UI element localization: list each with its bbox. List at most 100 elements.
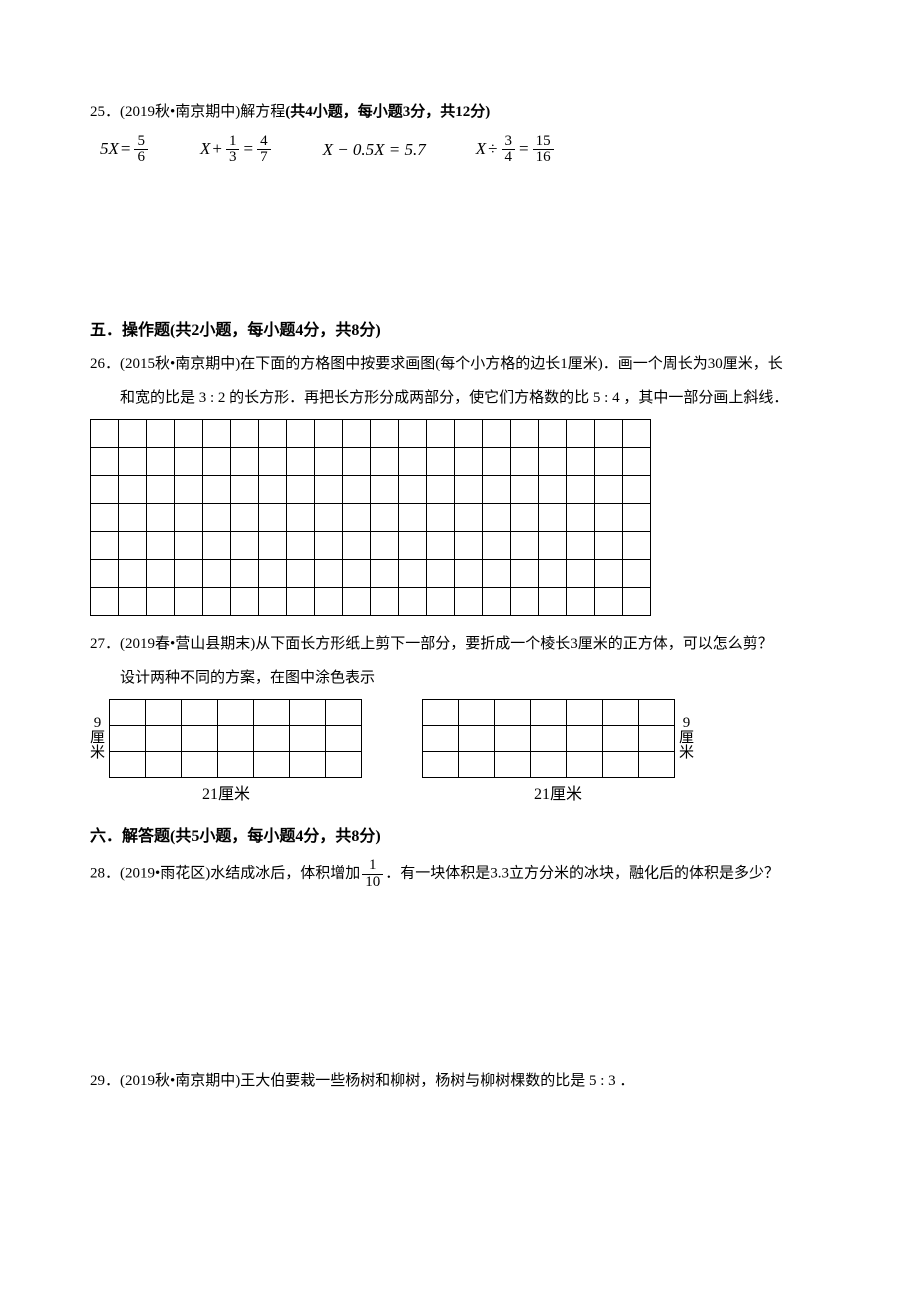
grid-cell [343,448,371,476]
grid-cell [539,476,567,504]
grid-cell [231,476,259,504]
grid-cell [567,752,603,778]
grid-cell [595,560,623,588]
grid-cell [259,448,287,476]
grid-cell [459,752,495,778]
section6-title: 六．解答题(共5小题，每小题4分，共8分) [90,822,830,846]
grid-cell [427,532,455,560]
grid-cell [119,560,147,588]
fraction: 47 [257,134,271,167]
grid-cell [495,700,531,726]
grid-cell [459,700,495,726]
q27-figb-hlabel: 21厘米 [534,780,582,804]
grid-cell [175,476,203,504]
grid-cell [483,560,511,588]
grid-cell [567,420,595,448]
q27-line1: 27．(2019春•营山县期末)从下面长方形纸上剪下一部分，要折成一个棱长3厘米… [90,632,830,658]
grid-cell [371,560,399,588]
grid-cell [315,588,343,616]
grid-cell [603,752,639,778]
grid-cell [259,420,287,448]
grid-cell [623,504,651,532]
grid-cell [259,504,287,532]
grid-cell [483,476,511,504]
grid-cell [567,504,595,532]
grid-cell [91,504,119,532]
q27-fig-a: 9 厘 米 21厘米 [90,699,362,804]
grid-cell [455,420,483,448]
grid-cell [623,532,651,560]
grid-cell [146,726,182,752]
grid-cell [455,504,483,532]
q25-eq4: X÷34=1516 [476,134,556,167]
grid-cell [119,504,147,532]
grid-cell [315,476,343,504]
grid-cell [203,448,231,476]
grid-cell [147,448,175,476]
grid-cell [427,476,455,504]
grid-cell [287,448,315,476]
grid-cell [423,726,459,752]
q25-heading: 25．(2019秋•南京期中)解方程(共4小题，每小题3分，共12分) [90,100,830,126]
grid-cell [287,476,315,504]
grid-cell [287,560,315,588]
grid-cell [91,448,119,476]
grid-cell [539,532,567,560]
grid-cell [175,560,203,588]
grid-cell [254,752,290,778]
grid-cell [326,726,362,752]
grid-cell [483,532,511,560]
grid-cell [231,560,259,588]
grid-cell [567,560,595,588]
grid-cell [623,420,651,448]
grid-cell [483,588,511,616]
q27-figa-vlabel: 9 厘 米 [90,716,105,761]
grid-cell [91,476,119,504]
grid-cell [511,588,539,616]
grid-cell [371,420,399,448]
grid-cell [110,752,146,778]
grid-cell [423,700,459,726]
grid-cell [315,420,343,448]
grid-cell [290,726,326,752]
grid-cell [539,448,567,476]
grid-cell [399,532,427,560]
grid-cell [203,532,231,560]
grid-cell [287,588,315,616]
grid-cell [203,560,231,588]
q25-eq1: 5X=56 [100,134,150,167]
grid-cell [511,560,539,588]
grid-cell [290,700,326,726]
grid-cell [259,588,287,616]
grid-cell [290,752,326,778]
q26-grid [90,419,651,616]
grid-cell [623,448,651,476]
answer-space [90,899,830,1069]
grid-cell [639,752,675,778]
q25-eq2: X+13=47 [200,134,273,167]
grid-cell [427,420,455,448]
grid-cell [315,560,343,588]
grid-cell [259,560,287,588]
grid-cell [603,700,639,726]
grid-cell [119,448,147,476]
grid-cell [315,504,343,532]
grid-cell [343,532,371,560]
grid-cell [567,532,595,560]
grid-cell [259,532,287,560]
q25-equations: 5X=56 X+13=47 X − 0.5X = 5.7 X÷34=1516 [90,134,830,167]
grid-cell [175,588,203,616]
grid-cell [147,504,175,532]
grid-cell [218,700,254,726]
q27-figa-hlabel: 21厘米 [202,780,250,804]
fraction: 13 [226,134,240,167]
grid-cell [567,448,595,476]
grid-cell [459,726,495,752]
q25-eq3: X − 0.5X = 5.7 [323,140,426,160]
grid-cell [91,588,119,616]
grid-cell [91,532,119,560]
grid-cell [175,504,203,532]
grid-cell [371,532,399,560]
grid-cell [511,532,539,560]
grid-cell [455,560,483,588]
